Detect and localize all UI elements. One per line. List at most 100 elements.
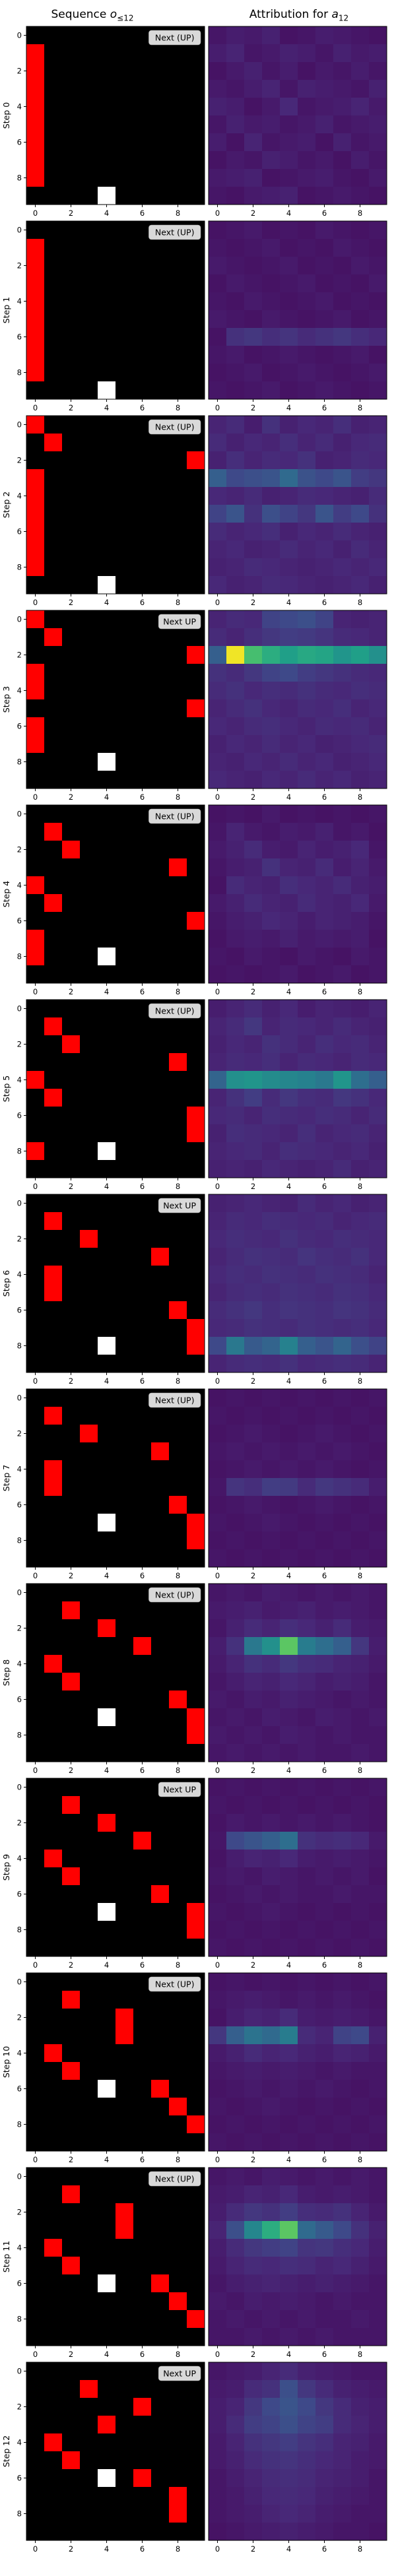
attribution-cell: [369, 1000, 387, 1018]
attribution-cell: [333, 965, 352, 984]
attribution-cell: [209, 1903, 227, 1921]
attribution-cell: [369, 1124, 387, 1143]
y-tick-label: 0: [17, 1783, 22, 1792]
attribution-cell: [369, 1796, 387, 1815]
attribution-cell: [280, 2080, 298, 2098]
attribution-cell: [244, 328, 263, 346]
attribution-cell: [262, 328, 280, 346]
attribution-cell: [315, 1531, 334, 1550]
red-block-cell: [116, 2026, 133, 2044]
attribution-cell: [298, 1637, 316, 1656]
step-label: Step 12: [1, 2435, 11, 2467]
attribution-cell: [209, 628, 227, 647]
sequence-title-prefix: Sequence: [51, 8, 110, 21]
attribution-cell: [280, 2362, 298, 2381]
attribution-cell: [315, 133, 334, 152]
attribution-cell: [280, 1867, 298, 1886]
attribution-cell: [244, 416, 263, 434]
red-block-cell: [26, 169, 44, 187]
attribution-cell: [262, 2451, 280, 2470]
attribution-cell: [369, 1319, 387, 1337]
attribution-cell: [315, 381, 334, 400]
attribution-cell: [280, 894, 298, 913]
attribution-cell: [209, 858, 227, 877]
attribution-cell: [209, 2185, 227, 2204]
attribution-cell: [226, 1017, 245, 1036]
attribution-cell: [262, 487, 280, 505]
attribution-cell: [209, 98, 227, 116]
attribution-cell: [351, 1355, 370, 1373]
x-tick-label: 8: [358, 2155, 362, 2164]
next-action-label: Next (UP): [155, 1396, 195, 1405]
attribution-cell: [351, 2487, 370, 2505]
attribution-cell: [226, 1266, 245, 1284]
attribution-cell: [333, 948, 352, 966]
attribution-cell: [369, 1708, 387, 1727]
red-block-cell: [62, 1796, 80, 1814]
x-tick-label: 4: [104, 1571, 109, 1580]
attribution-cell: [298, 487, 316, 505]
x-tick-label: 4: [286, 598, 291, 607]
y-tick-label: 4: [17, 881, 22, 890]
attribution-cell: [244, 1230, 263, 1248]
attribution-cell: [209, 2221, 227, 2239]
attribution-cell: [244, 1212, 263, 1231]
attribution-cell: [209, 2257, 227, 2275]
attribution-cell: [209, 310, 227, 329]
attribution-cell: [315, 930, 334, 948]
x-tick-label: 0: [215, 2350, 220, 2359]
attribution-cell: [262, 735, 280, 754]
attribution-cell: [226, 469, 245, 488]
attribution-cell: [351, 1832, 370, 1850]
attribution-cell: [298, 1708, 316, 1727]
attribution-cell: [351, 1053, 370, 1072]
red-block-cell: [62, 1035, 80, 1053]
attribution-cell: [226, 717, 245, 736]
attribution-cell: [244, 523, 263, 541]
attribution-cell: [262, 1619, 280, 1638]
attribution-cell: [244, 1248, 263, 1266]
attribution-cell: [262, 1442, 280, 1461]
attribution-cell: [298, 2505, 316, 2523]
attribution-cell: [244, 948, 263, 966]
attribution-cell: [369, 628, 387, 647]
attribution-cell: [209, 2328, 227, 2346]
attribution-cell: [315, 2080, 334, 2098]
attribution-cell: [262, 26, 280, 45]
attribution-cell: [315, 1903, 334, 1921]
attribution-cell: [209, 558, 227, 577]
attribution-cell: [351, 771, 370, 789]
attribution-cell: [315, 1885, 334, 1904]
white-agent-cell: [98, 948, 116, 965]
attribution-cell: [244, 1035, 263, 1054]
attribution-cell: [298, 1939, 316, 1957]
attribution-cell: [209, 1637, 227, 1656]
red-block-cell: [44, 1460, 62, 1478]
red-block-cell: [44, 1266, 62, 1283]
attribution-cell: [351, 2310, 370, 2329]
next-action-label: Next UP: [163, 2369, 196, 2379]
attribution-cell: [351, 664, 370, 682]
attribution-cell: [209, 1460, 227, 1479]
attribution-cell: [280, 1796, 298, 1815]
attribution-cell: [351, 1230, 370, 1248]
red-block-cell: [44, 1283, 62, 1301]
attribution-cell: [226, 346, 245, 364]
attribution-cell: [226, 523, 245, 541]
attribution-cell: [333, 682, 352, 700]
attribution-frame: [208, 2167, 387, 2346]
y-tick-label: 8: [17, 952, 22, 961]
y-tick-label: 0: [17, 810, 22, 819]
y-tick-label: 0: [17, 2367, 22, 2376]
y-tick-label: 2: [17, 1624, 22, 1633]
attribution-cell: [333, 2292, 352, 2311]
attribution-cell: [298, 1796, 316, 1815]
attribution-cell: [244, 26, 263, 45]
red-block-cell: [80, 2380, 98, 2398]
attribution-cell: [298, 1744, 316, 1762]
attribution-cell: [244, 2133, 263, 2152]
attribution-cell: [280, 1230, 298, 1248]
x-tick-label: 8: [358, 2350, 362, 2359]
